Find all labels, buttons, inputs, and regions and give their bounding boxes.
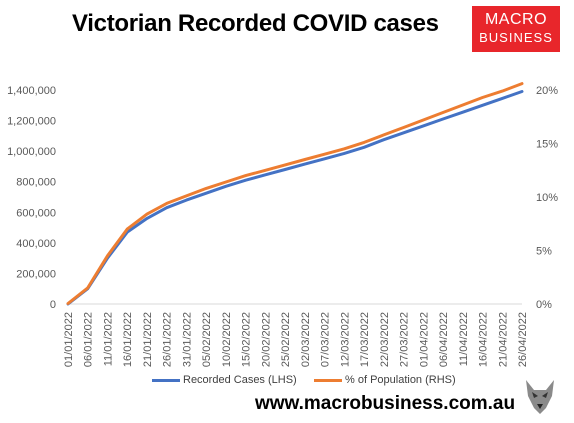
macrobusiness-logo: MACRO BUSINESS: [472, 6, 560, 52]
legend-item-recorded-cases: Recorded Cases (LHS): [152, 374, 297, 386]
chart-title: Victorian Recorded COVID cases: [72, 10, 439, 37]
x-tick-label: 11/04/2022: [458, 312, 470, 366]
series-line-recorded-cases: [66, 90, 524, 306]
legend-label-recorded-cases: Recorded Cases (LHS): [183, 374, 297, 386]
logo-line-2: BUSINESS: [479, 30, 553, 45]
x-tick-label: 25/02/2022: [280, 312, 292, 367]
x-tick-label: 31/01/2022: [181, 312, 193, 367]
x-tick-label: 26/01/2022: [162, 312, 174, 367]
series-line-population: [66, 82, 524, 305]
x-tick-label: 06/01/2022: [83, 312, 95, 367]
x-tick-label: 16/01/2022: [122, 312, 134, 367]
y-right-tick-label: 20%: [536, 85, 558, 97]
y-left-tick-label: 200,000: [16, 268, 56, 280]
x-tick-label: 01/01/2022: [63, 312, 75, 367]
x-tick-label: 06/04/2022: [438, 312, 450, 367]
x-tick-label: 02/03/2022: [300, 312, 312, 367]
x-tick-label: 01/04/2022: [418, 312, 430, 367]
legend-swatch-recorded-cases: [152, 378, 180, 382]
x-tick-label: 05/02/2022: [201, 312, 213, 367]
x-tick-label: 26/04/2022: [517, 312, 529, 367]
y-left-tick-label: 1,200,000: [7, 116, 56, 128]
x-tick-label: 11/01/2022: [102, 312, 114, 366]
x-tick-label: 10/02/2022: [221, 312, 233, 367]
legend-label-population: % of Population (RHS): [345, 374, 456, 386]
x-tick-label: 27/03/2022: [399, 312, 411, 367]
x-tick-label: 21/04/2022: [497, 312, 509, 367]
logo-line-1: MACRO: [484, 11, 548, 28]
y-left-tick-label: 0: [50, 299, 56, 311]
x-tick-label: 22/03/2022: [379, 312, 391, 367]
legend-item-population: % of Population (RHS): [314, 374, 456, 386]
y-left-tick-label: 600,000: [16, 207, 56, 219]
y-left-tick-label: 800,000: [16, 177, 56, 189]
website-url: www.macrobusiness.com.au: [255, 393, 516, 414]
y-left-tick-label: 400,000: [16, 238, 56, 250]
legend-swatch-population: [314, 378, 342, 382]
x-tick-label: 17/03/2022: [359, 312, 371, 367]
y-left-tick-label: 1,000,000: [7, 146, 56, 158]
y-right-tick-label: 0%: [536, 299, 552, 311]
y-right-tick-label: 10%: [536, 192, 558, 204]
y-right-tick-label: 5%: [536, 246, 552, 258]
x-tick-label: 20/02/2022: [260, 312, 272, 367]
y-right-tick-label: 15%: [536, 139, 558, 151]
y-left-tick-label: 1,400,000: [7, 85, 56, 97]
x-tick-label: 16/04/2022: [478, 312, 490, 367]
wolf-mascot-icon: [526, 380, 554, 414]
x-tick-label: 07/03/2022: [320, 312, 332, 367]
x-tick-label: 21/01/2022: [142, 312, 154, 367]
x-tick-label: 15/02/2022: [241, 312, 253, 367]
x-tick-label: 12/03/2022: [339, 312, 351, 367]
